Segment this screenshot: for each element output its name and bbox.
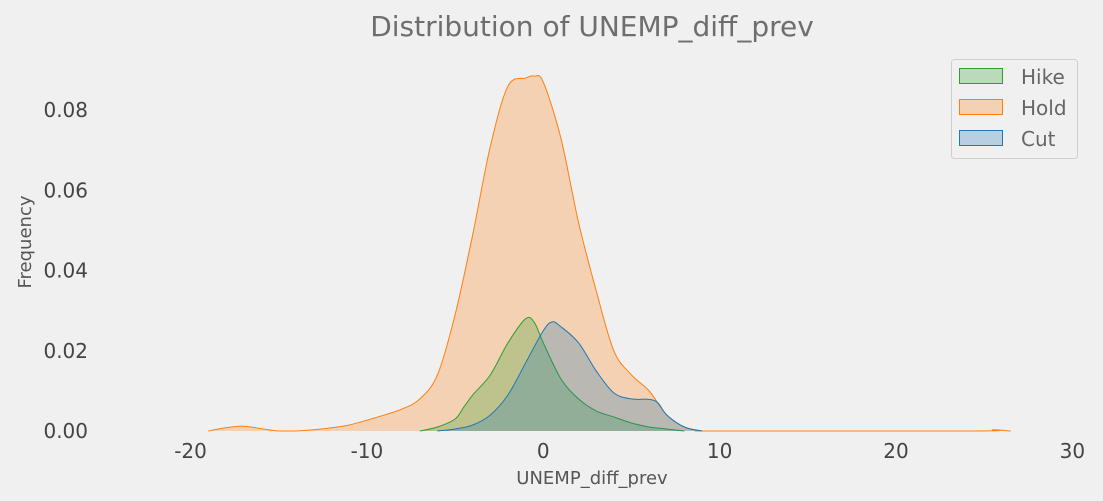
y-axis-label: Frequency [15, 195, 36, 288]
x-axis-label: UNEMP_diff_prev [516, 468, 668, 489]
area-hold [208, 75, 1011, 432]
legend-swatch-cut [959, 130, 1003, 146]
x-tick-label: 10 [707, 439, 732, 463]
line-hike [419, 316, 685, 432]
area-cut [437, 321, 702, 431]
legend: Hike Hold Cut [951, 59, 1078, 159]
x-tick-label: 0 [537, 439, 550, 463]
chart-title: Distribution of UNEMP_diff_prev [370, 10, 814, 43]
legend-swatch-hike [959, 68, 1003, 84]
x-tick-label: -10 [351, 439, 384, 463]
line-cut [437, 321, 703, 432]
legend-label-hike: Hike [1021, 65, 1065, 89]
y-tick-labels: 0.00 0.02 0.04 0.06 0.08 [43, 98, 88, 443]
y-tick-label: 0.02 [43, 339, 88, 363]
area-hike [419, 317, 685, 431]
x-tick-label: -20 [174, 439, 207, 463]
legend-label-cut: Cut [1021, 127, 1056, 151]
series-areas [208, 74, 1011, 432]
y-tick-label: 0.06 [43, 178, 88, 202]
y-tick-label: 0.00 [43, 419, 88, 443]
y-tick-label: 0.04 [43, 259, 88, 283]
y-tick-label: 0.08 [43, 98, 88, 122]
x-tick-label: 20 [883, 439, 908, 463]
legend-swatch-hold [959, 99, 1003, 115]
x-tick-label: 30 [1060, 439, 1085, 463]
x-tick-labels: -20 -10 0 10 20 30 [174, 439, 1085, 463]
legend-box [951, 59, 1078, 159]
legend-label-hold: Hold [1021, 96, 1067, 120]
